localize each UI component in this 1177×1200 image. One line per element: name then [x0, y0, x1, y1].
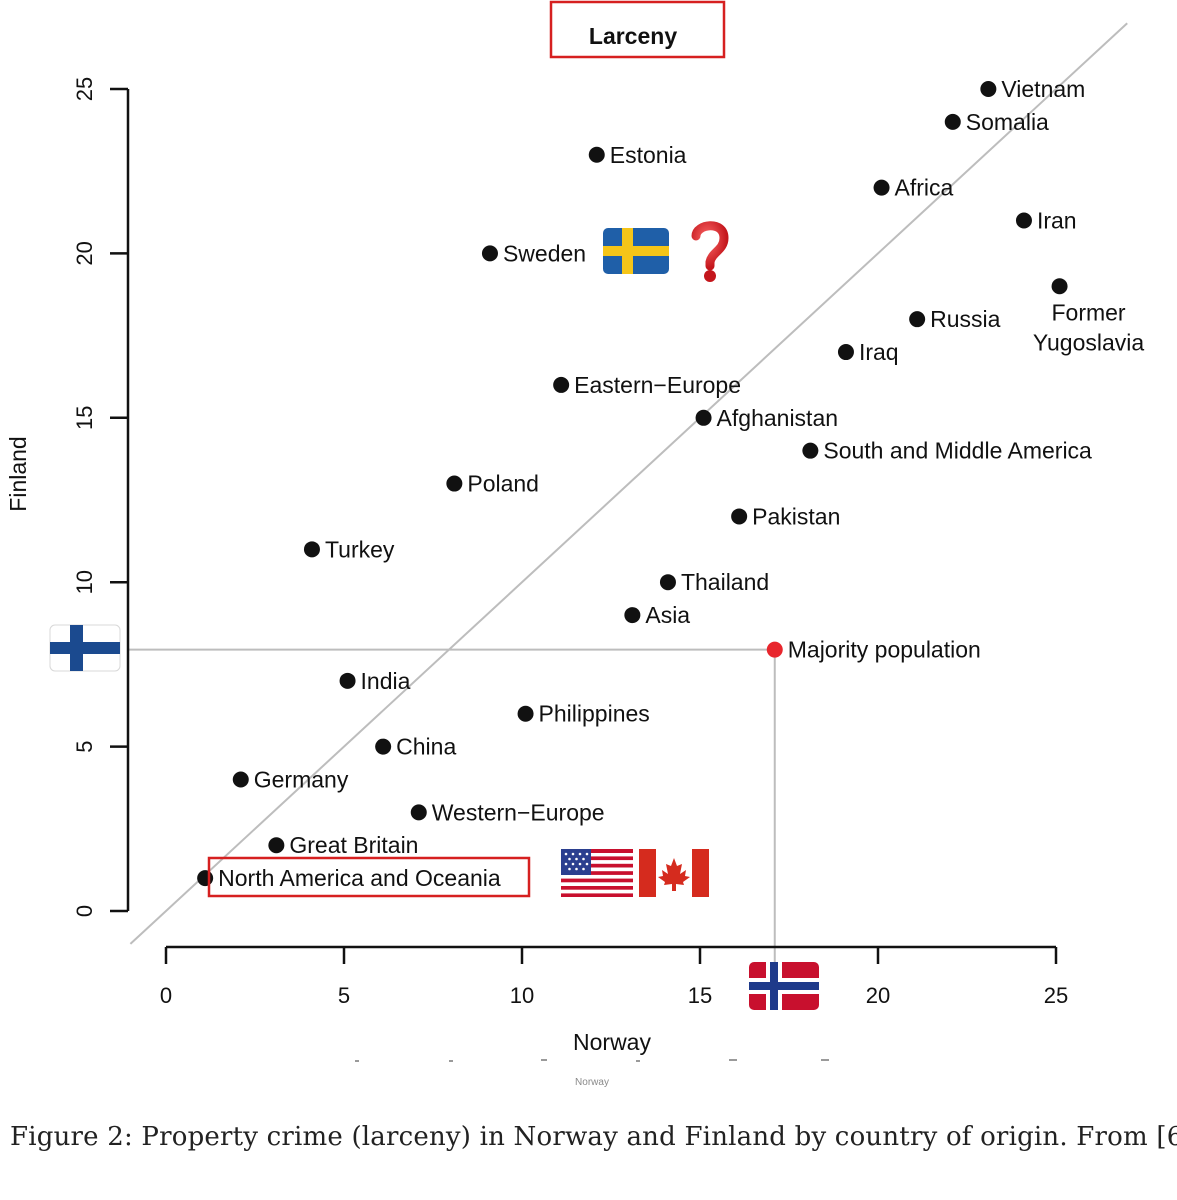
finland-flag-icon [49, 624, 121, 672]
data-point [232, 771, 249, 788]
data-point [553, 376, 570, 393]
data-point-label: Iraq [859, 339, 899, 365]
data-point-label: Turkey [325, 536, 395, 562]
data-point [481, 245, 498, 262]
data-point-label: Russia [930, 306, 1001, 332]
data-point-label: Afghanistan [717, 405, 838, 431]
chart-title: Larceny [589, 23, 677, 49]
data-point [410, 804, 427, 821]
data-point [446, 475, 463, 492]
title-highlight-box [549, 0, 726, 59]
data-point [339, 672, 356, 689]
x-tick-label: 25 [1044, 983, 1068, 1008]
data-point [766, 641, 783, 658]
red-question-mark-icon [691, 221, 729, 282]
data-point-label: South and Middle America [823, 438, 1092, 464]
data-point-label: Great Britain [289, 832, 418, 858]
usa-flag-icon [561, 849, 633, 897]
y-axis-title: Finland [5, 436, 31, 511]
x-tick-label: 20 [866, 983, 890, 1008]
data-point-label: Estonia [610, 142, 687, 168]
data-point [731, 508, 748, 525]
data-point-label: North America and Oceania [218, 865, 501, 891]
data-point [837, 344, 854, 361]
data-point-label: Iran [1037, 208, 1077, 234]
x-tick-label: 10 [510, 983, 534, 1008]
data-point [375, 738, 392, 755]
data-point-label: Majority population [788, 637, 981, 663]
data-point [517, 705, 534, 722]
y-tick-label: 0 [72, 905, 97, 917]
data-point [197, 870, 214, 887]
data-point [909, 311, 926, 328]
x-axis: 0 5 10 15 20 25 [160, 945, 1068, 1008]
data-point [802, 442, 819, 459]
data-point-label: Western−Europe [432, 799, 605, 825]
data-point-label: Africa [895, 175, 954, 201]
data-point-label: Germany [254, 766, 349, 792]
data-point-label: Somalia [966, 109, 1049, 135]
data-point [873, 179, 890, 196]
north-america-highlight-box [207, 856, 531, 898]
data-point [695, 409, 712, 426]
faint-inset-label: Norway [575, 1077, 609, 1088]
data-point [624, 607, 641, 624]
data-point [1051, 278, 1068, 295]
y-tick-label: 20 [72, 241, 97, 265]
sweden-flag-icon [603, 228, 669, 274]
data-point [980, 81, 997, 97]
x-axis-title: Norway [573, 1029, 651, 1055]
x-tick-label: 0 [160, 983, 172, 1008]
y-tick-label: 25 [72, 77, 97, 101]
faint-inset-axis [355, 1059, 829, 1062]
figure-caption: Figure 2: Property crime (larceny) in No… [10, 1122, 1177, 1152]
data-point-label: India [361, 668, 411, 694]
data-point-label: Vietnam [1001, 76, 1085, 102]
y-tick-label: 5 [72, 740, 97, 752]
norway-flag-icon [749, 962, 819, 1010]
canada-flag-icon [639, 849, 709, 897]
data-point [588, 146, 605, 163]
data-point [303, 541, 320, 558]
data-point-label: Sweden [503, 240, 586, 266]
data-point-label: China [396, 734, 456, 760]
y-axis: 0 5 10 15 20 25 [72, 77, 130, 917]
data-point-label: Eastern−Europe [574, 372, 741, 398]
data-point [659, 574, 676, 591]
y-tick-label: 10 [72, 570, 97, 594]
data-point-label: Poland [467, 471, 539, 497]
data-point-label: Pakistan [752, 503, 840, 529]
data-point [1015, 212, 1032, 229]
x-tick-label: 15 [688, 983, 712, 1008]
data-points-layer: Vietnam Somalia Estonia Africa Iran Sweden For… [197, 76, 1144, 891]
data-point-label: Asia [645, 602, 690, 628]
data-point [268, 837, 285, 854]
x-tick-label: 5 [338, 983, 350, 1008]
reference-diagonal-line [129, 22, 1128, 945]
data-point-label: Thailand [681, 569, 769, 595]
y-tick-label: 15 [72, 406, 97, 430]
data-point-label: Philippines [539, 701, 650, 727]
data-point [944, 113, 961, 130]
data-point-label: Former Yugoslavia [1033, 299, 1144, 355]
